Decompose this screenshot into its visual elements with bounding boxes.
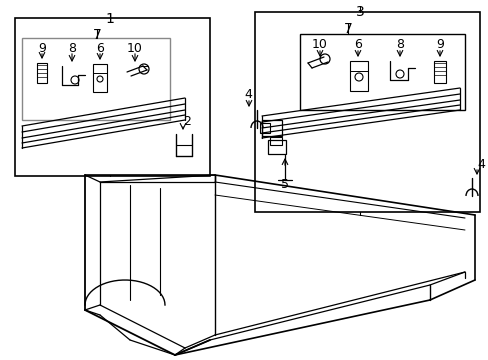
Bar: [269, 137, 282, 145]
Text: 10: 10: [127, 42, 142, 55]
Text: 2: 2: [183, 115, 190, 128]
Bar: [15, 18, 209, 176]
Bar: [349, 61, 367, 91]
Text: 7: 7: [343, 22, 352, 36]
Bar: [93, 64, 107, 92]
Text: 5: 5: [281, 178, 288, 191]
Bar: [22, 38, 170, 120]
Text: 9: 9: [38, 42, 46, 55]
Text: 7: 7: [92, 28, 101, 42]
Bar: [254, 12, 479, 212]
Text: 6: 6: [353, 38, 361, 51]
Text: 8: 8: [395, 38, 403, 51]
Text: 1: 1: [105, 12, 114, 26]
Bar: [260, 123, 269, 133]
Text: 4: 4: [476, 158, 484, 171]
Bar: [299, 34, 464, 110]
Bar: [37, 63, 47, 83]
Text: 4: 4: [244, 88, 251, 101]
Text: 8: 8: [68, 42, 76, 55]
Text: 10: 10: [311, 38, 327, 51]
Bar: [262, 120, 282, 136]
Text: 9: 9: [435, 38, 443, 51]
Text: 3: 3: [355, 5, 364, 19]
Bar: [267, 140, 285, 154]
Bar: [433, 61, 445, 83]
Text: 6: 6: [96, 42, 104, 55]
